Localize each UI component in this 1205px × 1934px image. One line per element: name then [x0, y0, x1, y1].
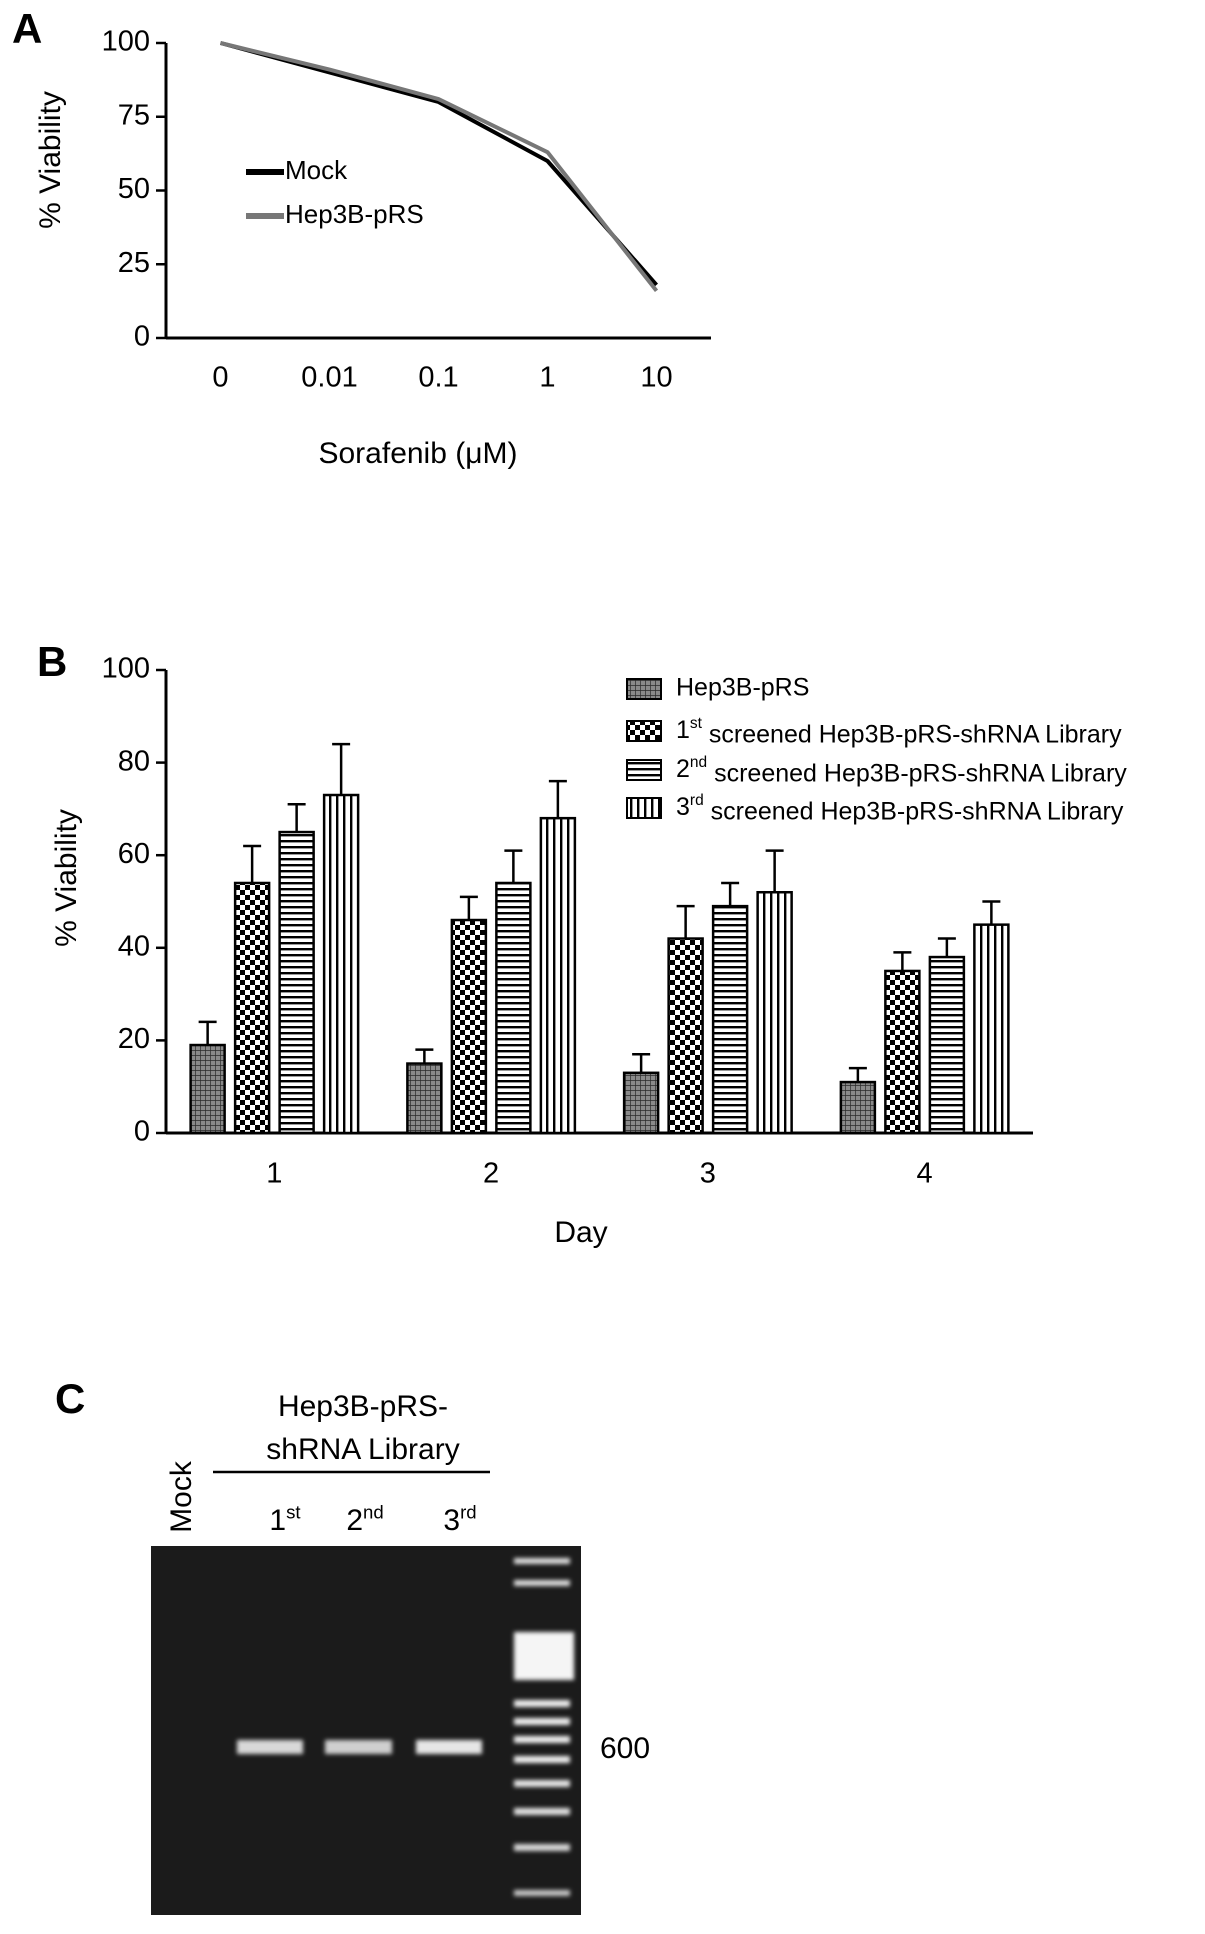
bar [233, 881, 271, 1135]
legend-label: 1st screened Hep3B-pRS-shRNA Library [676, 715, 1122, 748]
ladder-band [514, 1808, 570, 1815]
legend-label: 3rd screened Hep3B-pRS-shRNA Library [676, 792, 1124, 825]
lane-label: 3rd [443, 1502, 476, 1537]
bar [495, 881, 532, 1135]
x-axis-label: Sorafenib (μM) [318, 437, 517, 470]
panel-label: A [12, 5, 42, 52]
bar [450, 918, 488, 1135]
gel-title: shRNA Library [266, 1433, 459, 1466]
band [325, 1740, 392, 1754]
band [237, 1740, 303, 1754]
y-tick-label: 100 [102, 653, 150, 685]
y-tick-label: 100 [102, 26, 150, 58]
ladder-band [514, 1558, 570, 1564]
ladder-band [514, 1844, 570, 1851]
y-tick-label: 0 [134, 1116, 150, 1148]
x-tick-label: 0.1 [418, 362, 458, 394]
bar [406, 1062, 443, 1135]
ladder-band [514, 1890, 570, 1896]
legend-label: 2nd screened Hep3B-pRS-shRNA Library [676, 754, 1127, 787]
x-tick-label: 0 [212, 362, 228, 394]
y-tick-label: 25 [118, 247, 150, 279]
bar [973, 923, 1010, 1135]
panel-label: C [55, 1375, 85, 1422]
bar [278, 830, 315, 1135]
y-tick-label: 50 [118, 173, 150, 205]
x-tick-label: 3 [700, 1158, 716, 1190]
ladder-band [514, 1718, 570, 1725]
ladder-band [514, 1632, 574, 1680]
ladder-band [514, 1756, 570, 1763]
bar [189, 1043, 226, 1135]
y-tick-label: 20 [118, 1023, 150, 1055]
x-tick-label: 2 [483, 1158, 499, 1190]
bar [756, 890, 793, 1135]
gel-bands [237, 1558, 574, 1896]
y-axis-label: % Viability [50, 809, 83, 947]
legend-swatch [626, 797, 662, 819]
ladder-band [514, 1736, 570, 1743]
band [416, 1740, 482, 1754]
lane-label: 1st [269, 1502, 301, 1537]
bar [884, 969, 921, 1135]
x-tick-label: 1 [266, 1158, 282, 1190]
gel-panel: C Hep3B-pRS- shRNA Library Mock 1st 2nd … [55, 1375, 650, 1915]
gel-image [151, 1546, 581, 1915]
bar [322, 793, 360, 1135]
legend-swatch [626, 678, 662, 700]
bar [839, 1080, 877, 1135]
y-tick-label: 40 [118, 930, 150, 962]
bar [711, 904, 749, 1135]
marker-label: 600 [600, 1732, 650, 1765]
y-tick-label: 75 [118, 99, 150, 131]
y-axis-label: % Viability [34, 91, 67, 229]
gel-title: Hep3B-pRS- [278, 1390, 448, 1423]
legend-swatch [626, 759, 662, 781]
legend-label: Mock [285, 155, 348, 185]
ladder-band [514, 1780, 570, 1787]
lane-label: Mock [165, 1460, 198, 1533]
bar [928, 955, 966, 1135]
legend-label: Hep3B-pRS [676, 674, 809, 702]
x-tick-label: 4 [917, 1158, 933, 1190]
x-tick-label: 0.01 [301, 362, 357, 394]
panel-label: B [37, 638, 67, 685]
ladder-band [514, 1580, 570, 1586]
bar [622, 1071, 660, 1135]
legend-label: Hep3B-pRS [285, 199, 424, 229]
ladder-band [514, 1700, 570, 1707]
y-tick-label: 80 [118, 745, 150, 777]
y-tick-label: 60 [118, 838, 150, 870]
x-axis-label: Day [554, 1216, 607, 1249]
bar [539, 816, 577, 1135]
x-tick-label: 10 [640, 362, 672, 394]
y-tick-label: 0 [134, 321, 150, 353]
legend-swatch [626, 720, 662, 742]
series-line [220, 41, 659, 293]
x-tick-label: 1 [539, 362, 555, 394]
bar [667, 937, 704, 1135]
lane-label: 2nd [346, 1502, 383, 1537]
